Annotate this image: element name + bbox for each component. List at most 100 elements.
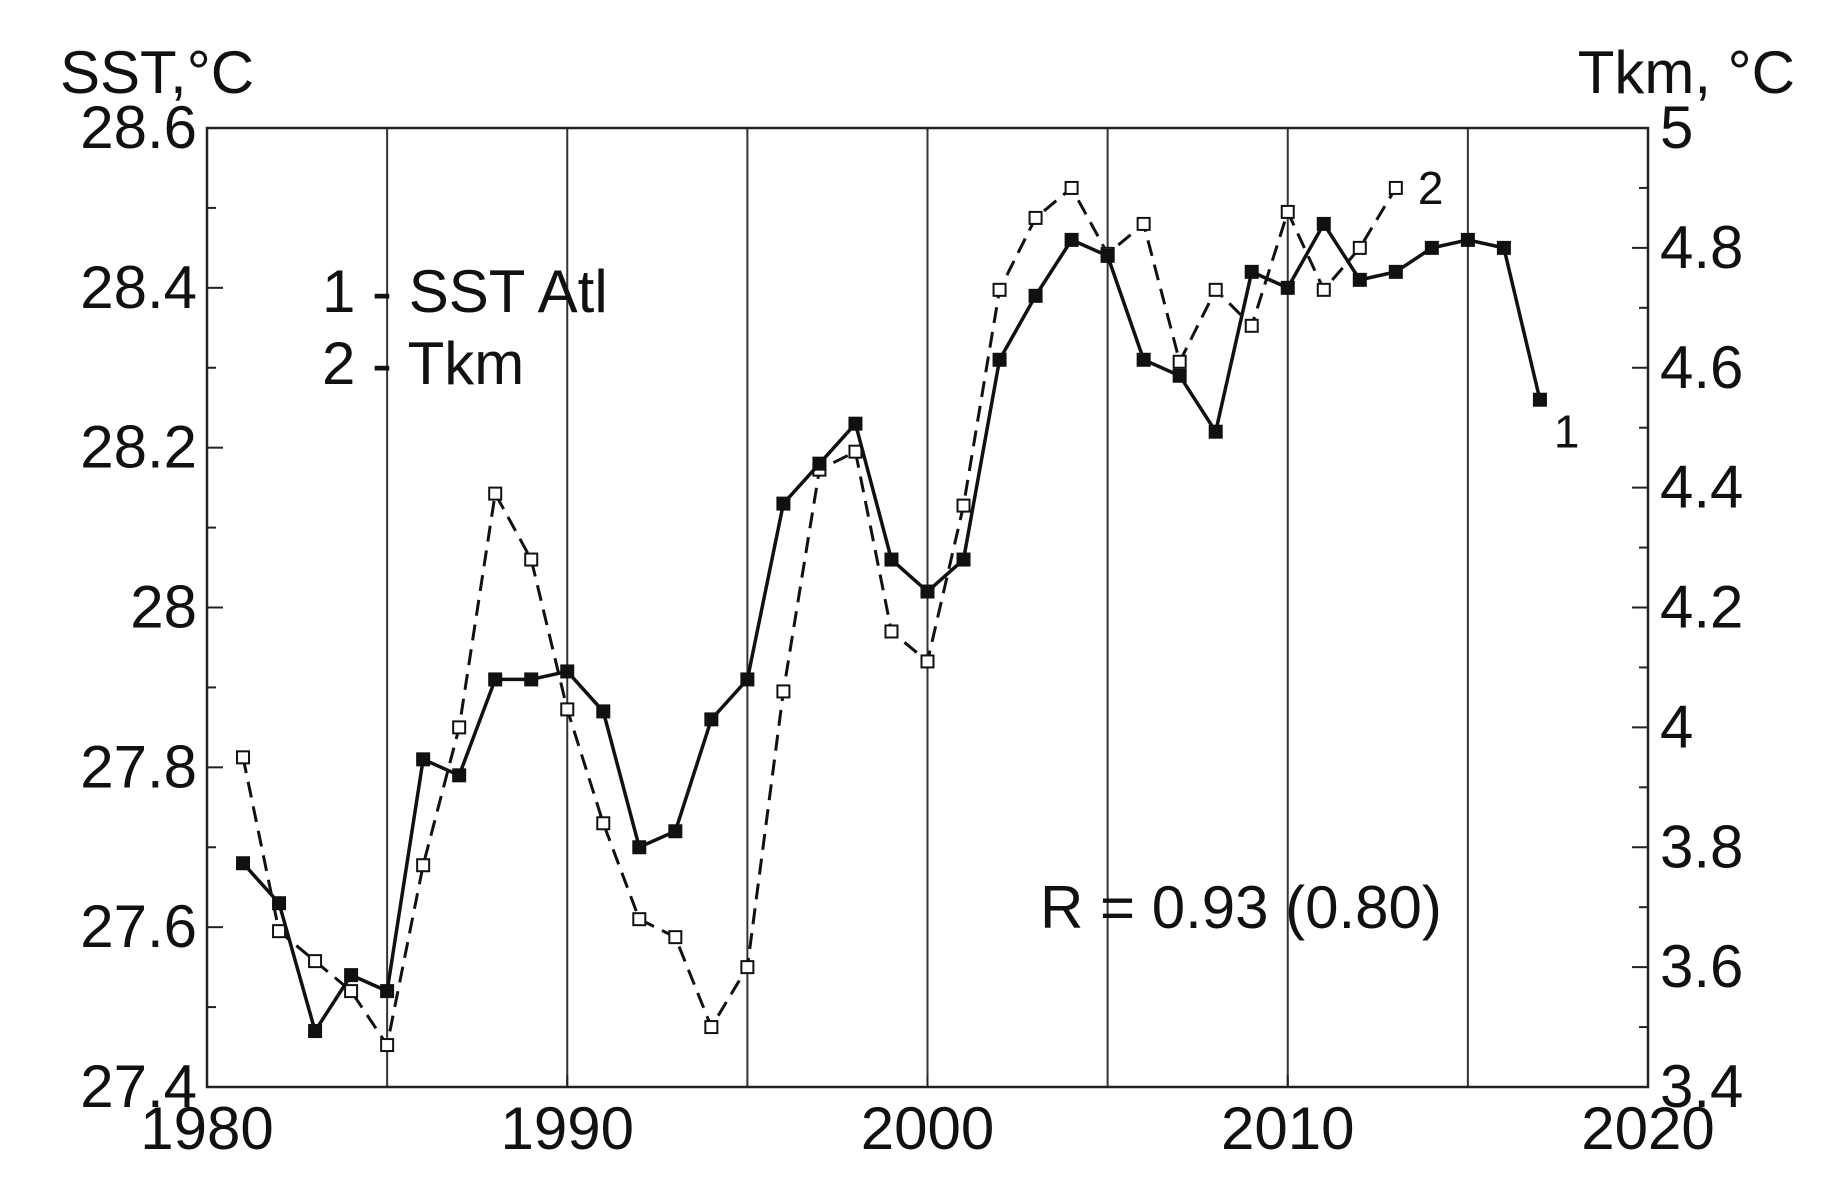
sst-point-1997 (812, 456, 827, 471)
tkm-point-2002 (992, 282, 1007, 297)
series-label-2: 2 (1418, 162, 1444, 214)
y-axis-left-title: SST,°C (60, 39, 254, 106)
sst-point-1995 (740, 672, 755, 687)
sst-point-1983 (308, 1024, 323, 1039)
tkm-point-1993 (668, 930, 683, 945)
tkm-point-1998 (848, 444, 863, 459)
y-right-tick-label: 5 (1660, 94, 1693, 161)
y-right-tick-label: 3.8 (1660, 813, 1743, 880)
tkm-point-1987 (452, 720, 467, 735)
sst-point-2017 (1532, 392, 1547, 407)
sst-point-2007 (1172, 368, 1187, 383)
tkm-point-2001 (956, 498, 971, 513)
sst-point-1986 (416, 752, 431, 767)
x-tick-label: 2010 (1221, 1095, 1354, 1162)
tkm-point-1985 (380, 1038, 395, 1053)
sst-point-2014 (1424, 240, 1439, 255)
x-tick-label: 2000 (861, 1095, 994, 1162)
tkm-point-2007 (1172, 354, 1187, 369)
sst-point-2013 (1388, 264, 1403, 279)
legend-entry-sst: 1 - SST Atl (322, 258, 608, 325)
y-left-tick-label: 28.6 (80, 94, 197, 161)
sst-point-1994 (704, 712, 719, 727)
y-left-tick-label: 28.2 (80, 414, 197, 481)
sst-point-1989 (524, 672, 539, 687)
sst-point-2004 (1064, 232, 1079, 247)
sst-point-1990 (560, 664, 575, 679)
tkm-point-1989 (524, 552, 539, 567)
sst-point-1999 (884, 552, 899, 567)
series-label-1: 1 (1554, 406, 1580, 458)
tkm-point-2004 (1064, 180, 1079, 195)
sst-point-2005 (1100, 248, 1115, 263)
sst-point-1991 (596, 704, 611, 719)
tkm-point-1981 (236, 750, 251, 765)
tkm-point-1991 (596, 816, 611, 831)
sst-point-2001 (956, 552, 971, 567)
tkm-point-1995 (740, 960, 755, 975)
sst-point-2011 (1316, 216, 1331, 231)
sst-point-1982 (272, 896, 287, 911)
tkm-point-1996 (776, 684, 791, 699)
tkm-point-1982 (272, 924, 287, 939)
sst-point-1985 (380, 984, 395, 999)
tick-labels: 1980 1990 2000 2010 2020 27.4 27.6 27.8 28 28.2 28… (80, 94, 1743, 1162)
sst-point-2012 (1352, 272, 1367, 287)
tkm-point-1984 (344, 984, 359, 999)
tkm-point-1988 (488, 486, 503, 501)
tkm-point-2008 (1208, 282, 1223, 297)
tkm-point-2012 (1352, 240, 1367, 255)
tkm-point-2010 (1280, 204, 1295, 219)
sst-point-1988 (488, 672, 503, 687)
tkm-point-1999 (884, 624, 899, 639)
x-tick-label: 1990 (501, 1095, 634, 1162)
correlation-annotation: R = 0.93 (0.80) (1040, 874, 1442, 941)
sst-point-1984 (344, 968, 359, 983)
tkm-point-1986 (416, 858, 431, 873)
tkm-point-1994 (704, 1020, 719, 1035)
tkm-point-2013 (1388, 180, 1403, 195)
y-right-tick-label: 4.2 (1660, 574, 1743, 641)
y-right-tick-label: 3.4 (1660, 1053, 1743, 1120)
tkm-point-2000 (920, 654, 935, 669)
y-right-tick-label: 3.6 (1660, 933, 1743, 1000)
sst-point-2006 (1136, 352, 1151, 367)
sst-point-1992 (632, 840, 647, 855)
sst-point-2000 (920, 584, 935, 599)
y-left-tick-label: 27.4 (80, 1053, 197, 1120)
sst-point-1998 (848, 416, 863, 431)
y-left-tick-label: 27.8 (80, 733, 197, 800)
tkm-point-1992 (632, 912, 647, 927)
y-left-tick-label: 28.4 (80, 254, 197, 321)
x-tick-label: 2020 (1581, 1095, 1714, 1162)
sst-point-2016 (1496, 240, 1511, 255)
y-right-tick-label: 4.6 (1660, 334, 1743, 401)
series-sst-atl (236, 216, 1547, 1039)
tkm-point-2003 (1028, 210, 1043, 225)
sst-point-1987 (452, 768, 467, 783)
sst-point-1996 (776, 496, 791, 511)
sst-point-1981 (236, 856, 251, 871)
sst-point-2008 (1208, 424, 1223, 439)
sst-point-2015 (1460, 232, 1475, 247)
axis-ticks (206, 127, 1649, 1088)
y-left-tick-label: 27.6 (80, 893, 197, 960)
sst-point-1993 (668, 824, 683, 839)
y-axis-right-title: Tkm, °C (1578, 39, 1795, 106)
tkm-point-1990 (560, 702, 575, 717)
tkm-point-2011 (1316, 282, 1331, 297)
sst-point-2009 (1244, 264, 1259, 279)
y-right-tick-label: 4.8 (1660, 214, 1743, 281)
y-left-tick-label: 28 (130, 574, 197, 641)
tkm-point-1983 (308, 954, 323, 969)
y-right-tick-label: 4 (1660, 693, 1693, 760)
sst-point-2002 (992, 352, 1007, 367)
tkm-point-2006 (1136, 216, 1151, 231)
sst-point-2010 (1280, 280, 1295, 295)
sst-point-2003 (1028, 288, 1043, 303)
tkm-point-2009 (1244, 318, 1259, 333)
x-tick-label: 1980 (140, 1095, 273, 1162)
legend-entry-tkm: 2 - Tkm (322, 330, 524, 397)
y-right-tick-label: 4.4 (1660, 454, 1743, 521)
